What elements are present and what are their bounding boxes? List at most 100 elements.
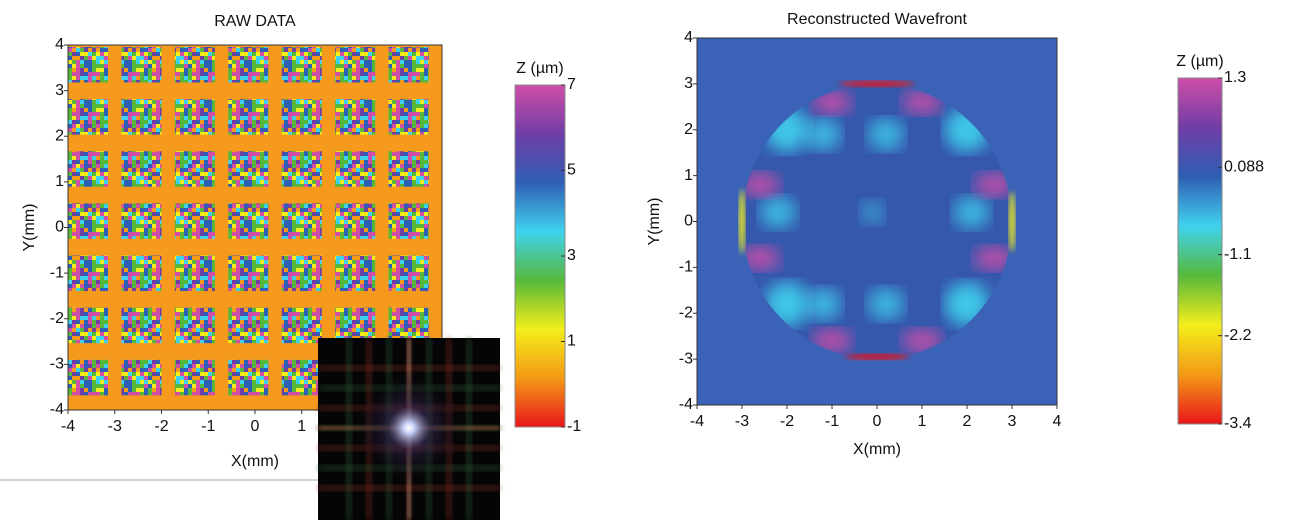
speckle-square — [121, 99, 161, 134]
colorbar-tick-label: 1 — [567, 333, 576, 350]
speckle-square — [68, 151, 108, 186]
y-tick-label: 1 — [55, 173, 64, 190]
speckle-square — [282, 47, 322, 82]
y-tick-label: 4 — [684, 29, 693, 46]
y-tick-label: 4 — [55, 36, 64, 53]
wavefront-blob — [805, 118, 841, 150]
diffraction-inset — [318, 338, 500, 520]
x-tick-label: 1 — [918, 413, 927, 430]
speckle-square — [121, 308, 161, 343]
speckle-square — [228, 360, 268, 395]
speckle-square — [68, 308, 108, 343]
edge-artifact — [839, 81, 915, 87]
wavefront-blob — [861, 200, 885, 224]
speckle-square — [68, 203, 108, 238]
speckle-square — [389, 47, 429, 82]
edge-artifact — [739, 190, 745, 254]
y-tick-label: -1 — [679, 259, 693, 276]
speckle-square — [335, 308, 375, 343]
speckle-square — [68, 360, 108, 395]
chart-title: Reconstructed Wavefront — [787, 11, 967, 28]
colorbar — [1178, 78, 1222, 424]
speckle-square — [121, 360, 161, 395]
wavefront-blob — [868, 288, 904, 320]
y-tick-label: 0 — [684, 213, 693, 230]
speckle-square — [228, 256, 268, 291]
x-tick-label: 0 — [873, 413, 882, 430]
speckle-square — [121, 203, 161, 238]
speckle-square — [68, 256, 108, 291]
y-tick-label: -2 — [679, 304, 693, 321]
colorbar — [515, 85, 565, 427]
speckle-square — [282, 151, 322, 186]
colorbar-tick-label: -1.1 — [1224, 246, 1252, 263]
y-tick-label: 0 — [55, 219, 64, 236]
speckle-square — [389, 151, 429, 186]
colorbar-tick-label: -2.2 — [1224, 327, 1252, 344]
speckle-square — [282, 308, 322, 343]
x-tick-label: -3 — [735, 413, 749, 430]
x-tick-label: 2 — [963, 413, 972, 430]
y-tick-label: -2 — [50, 310, 64, 327]
speckle-square — [175, 203, 215, 238]
x-tick-label: -4 — [690, 413, 704, 430]
speckle-square — [121, 151, 161, 186]
speckle-square — [68, 47, 108, 82]
speckle-square — [228, 99, 268, 134]
speckle-square — [121, 47, 161, 82]
speckle-square — [175, 360, 215, 395]
x-tick-label: 1 — [297, 418, 306, 435]
speckle-square — [282, 203, 322, 238]
speckle-square — [282, 99, 322, 134]
colorbar-tick-label: 3 — [567, 247, 576, 264]
wavefront-blob — [954, 196, 990, 228]
y-axis-label: Y(mm) — [646, 198, 663, 246]
speckle-square — [389, 308, 429, 343]
colorbar-tick-label: -1 — [567, 418, 581, 435]
x-tick-label: -1 — [201, 418, 215, 435]
speckle-square — [228, 47, 268, 82]
speckle-square — [282, 360, 322, 395]
y-tick-label: -4 — [50, 401, 64, 418]
colorbar-tick-label: -3.4 — [1224, 415, 1252, 432]
x-tick-label: -1 — [825, 413, 839, 430]
colorbar-tick-label: 1.3 — [1224, 69, 1246, 86]
y-axis-label: Y(mm) — [21, 204, 38, 252]
colorbar-label: Z (µm) — [516, 60, 563, 77]
speckle-square — [389, 99, 429, 134]
colorbar-tick-label: 7 — [567, 76, 576, 93]
x-axis-label: X(mm) — [853, 441, 901, 458]
speckle-square — [175, 99, 215, 134]
speckle-square — [228, 203, 268, 238]
speckle-square — [175, 256, 215, 291]
edge-artifact — [845, 354, 909, 360]
x-tick-label: -2 — [780, 413, 794, 430]
y-tick-label: 3 — [55, 82, 64, 99]
x-tick-label: -2 — [154, 418, 168, 435]
x-axis-label: X(mm) — [231, 453, 279, 470]
speckle-square — [68, 99, 108, 134]
y-tick-label: -4 — [679, 396, 693, 413]
x-tick-label: 4 — [1053, 413, 1062, 430]
speckle-square — [335, 203, 375, 238]
wavefront-blob — [760, 196, 796, 228]
speckle-square — [335, 99, 375, 134]
colorbar-label: Z (µm) — [1176, 53, 1223, 70]
figure: -4-3-2-101234-4-3-2-101234RAW DATAX(mm)Y… — [0, 0, 1305, 520]
speckle-square — [175, 308, 215, 343]
speckle-square — [335, 256, 375, 291]
y-tick-label: -3 — [50, 356, 64, 373]
x-tick-label: 0 — [251, 418, 260, 435]
speckle-square — [121, 256, 161, 291]
colorbar-tick-label: 0.088 — [1224, 158, 1264, 175]
speckle-square — [389, 203, 429, 238]
speckle-square — [175, 151, 215, 186]
speckle-square — [228, 308, 268, 343]
inset-glow — [349, 368, 469, 488]
colorbar-tick-label: 5 — [567, 162, 576, 179]
speckle-square — [335, 47, 375, 82]
wavefront — [740, 84, 1014, 359]
x-tick-label: 3 — [1008, 413, 1017, 430]
y-tick-label: 1 — [684, 167, 693, 184]
y-tick-label: 2 — [55, 127, 64, 144]
